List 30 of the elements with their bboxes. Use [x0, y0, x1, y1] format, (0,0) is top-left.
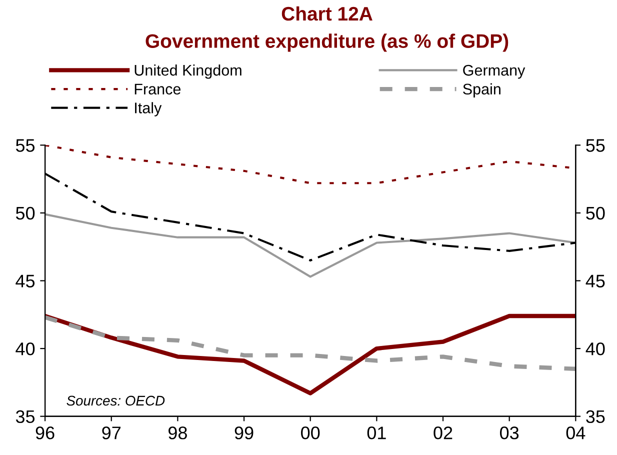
legend-label: Spain — [463, 83, 500, 98]
x-tick-label: 01 — [367, 426, 386, 440]
x-tick-label: 03 — [500, 426, 519, 440]
y-tick-label: 45 — [16, 274, 35, 288]
y-tick-label: 40 — [16, 342, 35, 356]
y2-tick-label: 45 — [586, 274, 605, 288]
legend-label: Germany — [463, 64, 526, 79]
x-tick-label: 02 — [434, 426, 452, 440]
y2-tick-label: 35 — [586, 410, 605, 424]
y2-tick-label: 55 — [586, 139, 605, 152]
y2-tick-label: 50 — [586, 206, 605, 220]
chart-title: Chart 12A — [282, 6, 372, 21]
legend-label: Italy — [135, 102, 162, 116]
legend-label: France — [134, 84, 181, 95]
line-series — [45, 314, 576, 396]
y-tick-label: 50 — [16, 206, 35, 220]
y2-tick-label: 40 — [586, 342, 605, 356]
legend-label: United Kingdom — [134, 64, 242, 79]
y-tick-label: 55 — [16, 139, 35, 152]
line-series — [45, 213, 576, 278]
x-tick-label: 98 — [168, 426, 187, 440]
line-series — [45, 315, 576, 371]
y-tick-label: 35 — [16, 410, 35, 424]
x-tick-label: 00 — [301, 426, 320, 440]
x-tick-label: 97 — [102, 426, 121, 440]
annotation: Sources: OECD — [66, 396, 165, 406]
x-tick-label: 96 — [36, 426, 54, 440]
chart-subtitle: Government expenditure (as % of GDP) — [146, 34, 508, 52]
x-tick-label: 04 — [566, 426, 586, 440]
x-tick-label: 99 — [234, 426, 254, 440]
